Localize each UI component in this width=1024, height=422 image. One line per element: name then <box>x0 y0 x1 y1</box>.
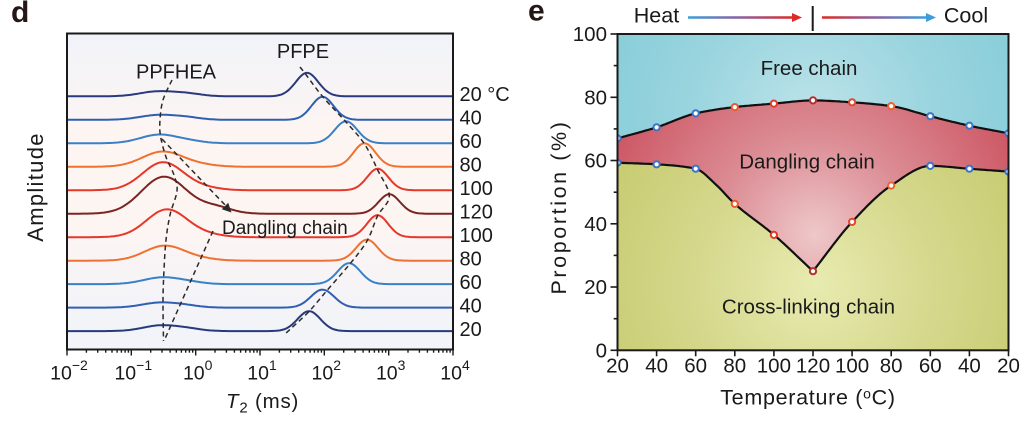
svg-text:100: 100 <box>460 225 493 247</box>
svg-text:60: 60 <box>584 150 607 173</box>
svg-text:40: 40 <box>958 355 981 378</box>
svg-text:100: 100 <box>460 178 493 200</box>
svg-text:60: 60 <box>460 131 482 153</box>
svg-text:Cross-linking chain: Cross-linking chain <box>722 296 895 319</box>
svg-text:20: 20 <box>584 276 607 299</box>
svg-text:20: 20 <box>606 355 629 378</box>
svg-text:80: 80 <box>460 249 482 271</box>
svg-text:T2 (ms): T2 (ms) <box>226 390 299 417</box>
svg-text:Dangling chain: Dangling chain <box>739 151 875 174</box>
svg-text:40: 40 <box>645 355 668 378</box>
svg-text:20 °C: 20 °C <box>460 84 510 106</box>
svg-text:20: 20 <box>997 355 1020 378</box>
svg-text:60: 60 <box>919 355 942 378</box>
svg-text:Free chain: Free chain <box>761 57 858 80</box>
svg-text:120: 120 <box>460 202 493 224</box>
svg-text:40: 40 <box>460 295 482 317</box>
svg-text:80: 80 <box>584 87 607 110</box>
svg-text:80: 80 <box>460 155 482 177</box>
svg-text:Amplitude: Amplitude <box>23 132 48 242</box>
svg-text:40: 40 <box>460 108 482 130</box>
svg-text:10−2: 10−2 <box>50 357 88 385</box>
svg-text:PPFHEA: PPFHEA <box>136 62 217 84</box>
svg-text:e: e <box>528 0 545 28</box>
svg-text:60: 60 <box>460 272 482 294</box>
svg-text:Heat: Heat <box>634 4 679 28</box>
svg-text:100: 100 <box>757 355 791 378</box>
svg-text:Proportion (%): Proportion (%) <box>547 119 571 294</box>
svg-text:120: 120 <box>796 355 830 378</box>
svg-text:PFPE: PFPE <box>277 41 329 63</box>
svg-text:60: 60 <box>684 355 707 378</box>
svg-text:40: 40 <box>584 213 607 236</box>
svg-text:100: 100 <box>573 23 607 46</box>
svg-text:Cool: Cool <box>944 4 988 28</box>
svg-text:20: 20 <box>460 319 482 341</box>
svg-text:d: d <box>11 0 29 29</box>
svg-text:Dangling chain: Dangling chain <box>222 218 348 239</box>
svg-text:80: 80 <box>880 355 903 378</box>
svg-text:80: 80 <box>723 355 746 378</box>
svg-text:0: 0 <box>596 340 607 363</box>
svg-text:100: 100 <box>835 355 869 378</box>
